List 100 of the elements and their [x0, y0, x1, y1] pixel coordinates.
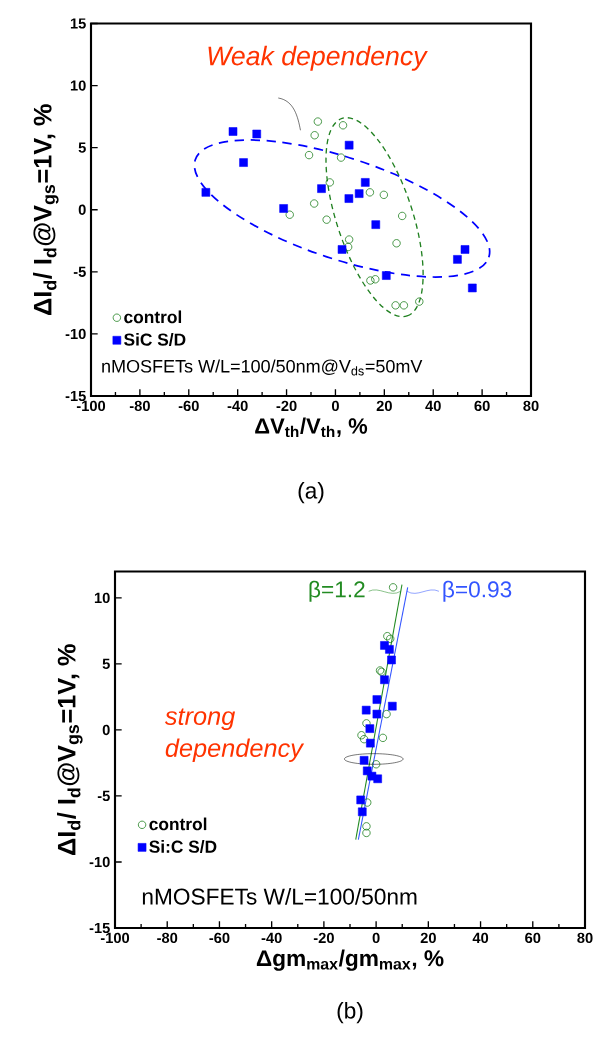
x-tick-label: -20: [276, 400, 297, 412]
x-tick-label: -40: [261, 932, 282, 944]
point: [325, 178, 334, 187]
y-tick-label: 5: [102, 658, 110, 670]
x-tick-label: -60: [209, 932, 230, 944]
point: [468, 283, 477, 293]
point: [371, 220, 381, 229]
y-tick-label: 0: [102, 724, 110, 736]
y-tick-label: 15: [70, 18, 86, 29]
point: [310, 199, 319, 208]
y-tick-label: 0: [78, 204, 86, 215]
point: [344, 194, 354, 203]
point: [358, 807, 367, 817]
x-tick-label: 40: [425, 400, 441, 412]
point: [380, 675, 389, 685]
annotation: β=1.2: [309, 580, 365, 602]
annotation: strong dependency: [164, 708, 305, 763]
point: [359, 756, 369, 765]
point: [371, 275, 380, 284]
point: [366, 738, 375, 748]
point: [365, 188, 375, 197]
point: [201, 188, 211, 197]
point: [391, 301, 400, 310]
point: [357, 731, 366, 740]
point: [378, 733, 388, 742]
point: [460, 245, 470, 254]
x-tick-label: -100: [76, 400, 106, 412]
point: [366, 276, 375, 285]
x-tick-label: 80: [523, 400, 539, 412]
x-tick-label: -20: [313, 932, 334, 944]
point: [362, 822, 371, 831]
point: [388, 583, 398, 592]
y-tick-label: -5: [97, 790, 110, 802]
point: [252, 129, 261, 139]
point: [371, 760, 381, 769]
x-tick-label: 60: [474, 400, 490, 412]
x-tick-label: 0: [331, 400, 339, 412]
point: [361, 178, 370, 187]
point: [365, 724, 375, 733]
point: [313, 117, 322, 126]
legend-label: control: [149, 817, 207, 831]
x-tick-label: -40: [227, 400, 248, 412]
point: [362, 828, 371, 838]
point: [228, 127, 238, 136]
x-tick-label: 20: [420, 932, 436, 944]
point: [385, 645, 394, 654]
point: [361, 705, 371, 715]
y-tick-label: -10: [89, 856, 110, 868]
annotation: Weak dependency: [208, 45, 428, 71]
x-tick-label: -80: [129, 400, 150, 412]
x-tick-label: 60: [525, 932, 541, 944]
y-tick-label: -15: [65, 390, 86, 402]
y-tick-label: -10: [65, 328, 86, 340]
point: [304, 150, 314, 160]
point: [344, 242, 353, 252]
text: (a): [298, 482, 324, 504]
point: [372, 709, 382, 719]
point: [453, 255, 462, 264]
y-tick-label: 10: [70, 80, 86, 91]
point: [322, 215, 331, 224]
legend-label: SiC S/D: [124, 332, 186, 346]
point: [382, 709, 391, 719]
annotation: β=0.93: [443, 580, 512, 602]
x-tick-label: 80: [577, 932, 593, 944]
annotation: nMOSFETs W/L=100/50nm@V$_{ds}$=50mV: [102, 359, 423, 376]
point: [356, 795, 365, 805]
x-axis-title: Δgm$_{max}$/gm$_{max}$, %: [256, 949, 444, 971]
x-axis-title: ΔV$_{th}$/V$_{th}$, %: [255, 417, 368, 438]
y-tick-label: -15: [89, 922, 110, 934]
x-tick-label: 0: [372, 932, 380, 944]
point: [382, 271, 391, 280]
point: [285, 210, 294, 219]
point: [337, 245, 347, 254]
text: (b): [337, 1002, 363, 1024]
point: [372, 695, 382, 704]
point: [344, 140, 354, 150]
point: [345, 235, 354, 244]
point: [386, 634, 395, 643]
point: [415, 297, 424, 306]
point: [398, 211, 407, 221]
y-axis-title: ΔI$_{d}$/ I$_{d}$@V$_{gs}$=1V, %: [57, 644, 83, 855]
point: [359, 735, 369, 744]
y-tick-label: 10: [94, 592, 110, 604]
y-axis-title: ΔI$_{d}$/ I$_{d}$@V$_{gs}$=1V, %: [33, 104, 59, 315]
point: [373, 774, 382, 784]
point: [310, 131, 319, 140]
x-tick-label: -60: [178, 400, 199, 412]
point: [338, 121, 348, 130]
x-tick-label: -80: [157, 932, 178, 944]
legend-label: Si:C S/D: [149, 840, 217, 854]
y-tick-label: -5: [73, 266, 86, 277]
point: [383, 632, 392, 641]
point: [363, 798, 372, 807]
point: [279, 204, 288, 213]
x-tick-label: 20: [376, 400, 392, 412]
point: [387, 655, 396, 665]
point: [317, 184, 326, 193]
x-tick-label: -100: [100, 932, 130, 944]
point: [362, 719, 371, 728]
point: [399, 301, 409, 310]
